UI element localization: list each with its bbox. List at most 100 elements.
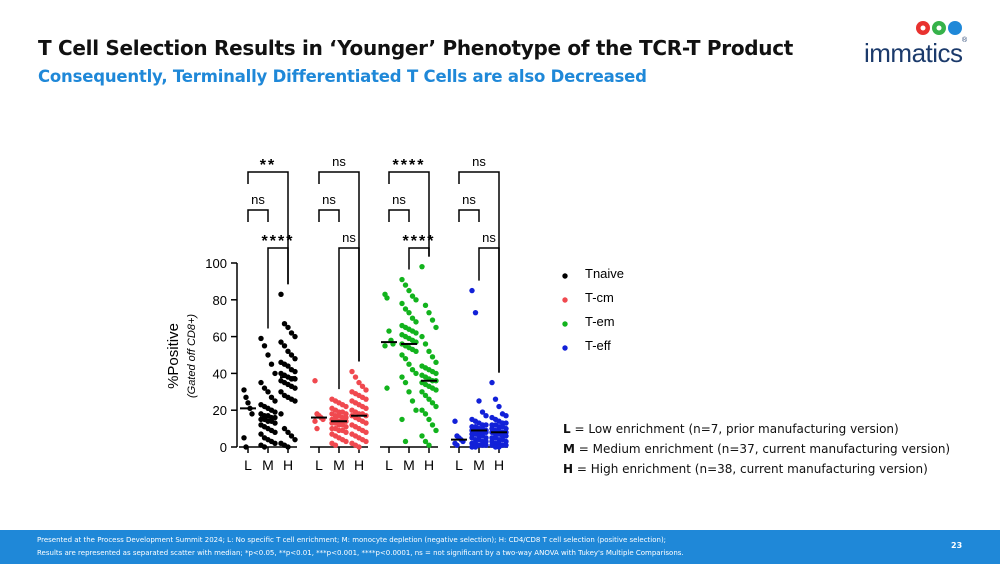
- page-number: 23: [951, 541, 963, 550]
- significance-label-mh: ns: [482, 230, 496, 245]
- y-tick-label: 20: [213, 403, 227, 418]
- data-point-T-cm-H: [356, 379, 362, 386]
- data-point-Tnaive-H: [292, 385, 298, 391]
- data-point-T-em-M: [409, 315, 416, 321]
- legend-label-Tnaive: Tnaive: [585, 266, 624, 281]
- data-point-T-cm-H: [363, 420, 369, 426]
- significance-label-mh: ****: [262, 233, 295, 250]
- x-tick-label: L: [455, 457, 463, 473]
- data-point-Tnaive-M: [261, 444, 268, 450]
- legend-label-T-eff: T-eff: [585, 338, 611, 353]
- x-tick-label: H: [424, 457, 434, 473]
- data-point-Tnaive-H: [285, 444, 291, 450]
- data-point-T-eff-H: [489, 379, 495, 386]
- data-point-T-em-M: [399, 352, 405, 358]
- data-point-T-eff-H: [503, 433, 509, 439]
- note-high: H = High enrichment (n=38, current manuf…: [563, 462, 928, 476]
- data-point-T-eff-H: [496, 444, 502, 450]
- data-point-T-em-H: [433, 359, 439, 366]
- significance-label-lm: ns: [251, 192, 265, 207]
- data-point-T-cm-L: [312, 418, 318, 424]
- data-point-T-em-H: [433, 387, 439, 393]
- significance-label-mh: ns: [342, 230, 356, 245]
- y-tick-label: 40: [213, 366, 227, 381]
- note-medium: M = Medium enrichment (n=37, current man…: [563, 442, 951, 456]
- data-point-T-cm-M: [343, 438, 349, 445]
- logo-registered: ®: [962, 37, 968, 44]
- x-tick-label: M: [333, 457, 345, 473]
- data-point-Tnaive-L: [243, 394, 249, 401]
- data-point-T-cm-H: [356, 444, 362, 450]
- data-point-T-em-M: [413, 407, 419, 413]
- data-point-T-em-L: [386, 328, 392, 334]
- data-point-Tnaive-M: [272, 429, 278, 435]
- logo-mark-icon: [916, 21, 962, 35]
- data-point-T-cm-M: [343, 403, 349, 410]
- data-point-T-em-H: [433, 370, 439, 377]
- data-point-T-em-M: [413, 348, 419, 355]
- data-point-T-em-M: [402, 379, 409, 386]
- data-point-Tnaive-H: [292, 436, 298, 443]
- x-tick-label: H: [283, 457, 293, 473]
- data-point-T-cm-M: [332, 442, 339, 448]
- x-tick-label: H: [494, 457, 504, 473]
- data-point-T-eff-H: [503, 442, 509, 448]
- data-point-Tnaive-L: [241, 387, 247, 393]
- data-point-Tnaive-H: [292, 368, 298, 375]
- data-point-Tnaive-H: [278, 411, 284, 417]
- data-point-T-em-H: [422, 341, 429, 347]
- footer-line-2: Results are represented as separated sca…: [37, 549, 684, 557]
- significance-label-lh: ****: [393, 157, 426, 174]
- data-point-T-eff-M: [483, 422, 489, 428]
- legend-marker-Tnaive: [562, 273, 568, 279]
- data-point-T-em-M: [399, 374, 405, 380]
- data-point-T-cm-L: [314, 425, 320, 432]
- data-point-T-em-L: [382, 343, 388, 349]
- data-point-Tnaive-M: [268, 394, 275, 401]
- data-point-Tnaive-M: [258, 431, 264, 437]
- data-point-Tnaive-M: [261, 343, 268, 349]
- data-point-T-em-M: [402, 438, 409, 445]
- data-point-Tnaive-M: [258, 335, 264, 342]
- y-tick-label: 100: [205, 256, 227, 271]
- data-point-T-eff-H: [503, 420, 509, 426]
- data-point-T-em-H: [426, 309, 432, 316]
- data-point-T-em-H: [419, 407, 425, 413]
- data-point-Tnaive-H: [288, 330, 295, 336]
- x-tick-label: M: [403, 457, 415, 473]
- data-point-T-em-H: [426, 348, 432, 355]
- data-point-Tnaive-L: [249, 411, 255, 417]
- significance-bracket-lm: [318, 209, 340, 222]
- data-point-T-em-M: [402, 282, 409, 288]
- significance-bracket-mh: [478, 247, 500, 373]
- data-point-Tnaive-H: [278, 291, 284, 297]
- data-point-T-em-M: [413, 330, 419, 336]
- data-point-Tnaive-M: [265, 352, 271, 358]
- data-point-Tnaive-L: [241, 435, 247, 441]
- data-point-T-eff-M: [483, 413, 489, 419]
- data-point-Tnaive-M: [261, 385, 268, 391]
- data-point-Tnaive-H: [285, 348, 291, 355]
- x-tick-label: L: [385, 457, 393, 473]
- data-point-T-eff-M: [476, 398, 482, 404]
- data-point-T-em-H: [433, 427, 439, 434]
- data-point-Tnaive-M: [258, 379, 264, 386]
- data-point-Tnaive-M: [272, 440, 278, 447]
- data-point-T-cm-H: [363, 438, 369, 445]
- data-point-T-em-H: [429, 422, 436, 428]
- data-point-T-em-H: [426, 416, 432, 423]
- data-point-T-eff-M: [472, 444, 479, 450]
- data-point-T-em-M: [406, 287, 412, 294]
- data-point-T-em-H: [426, 396, 432, 402]
- data-point-T-eff-M: [479, 409, 486, 415]
- x-tick-label: M: [262, 457, 274, 473]
- logo-text: immatics: [864, 38, 963, 68]
- data-point-T-em-M: [406, 361, 412, 367]
- data-point-Tnaive-M: [272, 409, 278, 415]
- data-point-Tnaive-H: [292, 333, 298, 340]
- significance-label-lh: **: [260, 157, 276, 174]
- data-point-T-em-L: [384, 385, 390, 391]
- data-point-T-em-M: [409, 398, 416, 404]
- note-low: L = Low enrichment (n=7, prior manufactu…: [563, 422, 899, 436]
- y-axis-label: %Positive: [165, 323, 182, 389]
